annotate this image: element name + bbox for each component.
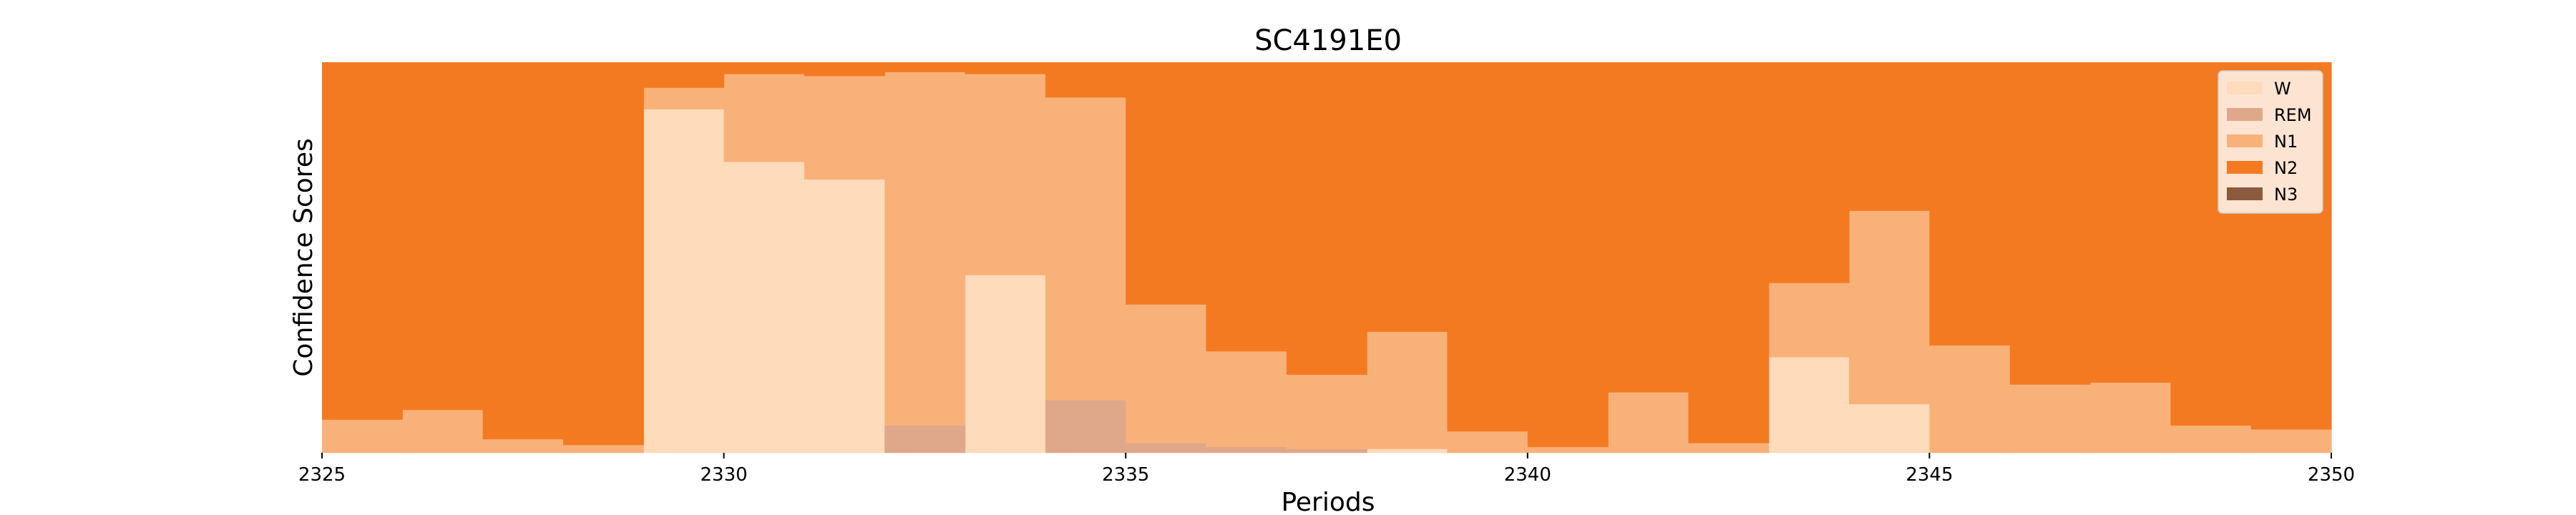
legend-label-n3: N3 bbox=[2274, 185, 2298, 205]
area-segment-rem-10 bbox=[1126, 443, 1207, 453]
area-segment-n1-7 bbox=[884, 72, 966, 426]
area-segment-rem-12 bbox=[1286, 448, 1367, 453]
area-segment-n2-10 bbox=[1126, 62, 1207, 305]
x-axis: 2325 2330 2335 2340 2345 2350 bbox=[298, 453, 2355, 486]
area-segment-n2-15 bbox=[1527, 62, 1609, 448]
area-segment-rem-9 bbox=[1045, 400, 1126, 453]
area-segment-n1-19 bbox=[1849, 210, 1930, 405]
area-segment-n1-2 bbox=[482, 438, 564, 453]
area-segment-n1-5 bbox=[723, 74, 805, 162]
area-segment-n1-22 bbox=[2090, 382, 2171, 453]
area-segment-n2-12 bbox=[1286, 62, 1367, 376]
area-segment-n2-17 bbox=[1688, 62, 1770, 443]
area-segment-rem-11 bbox=[1206, 446, 1287, 453]
x-tick-label-2325: 2325 bbox=[298, 464, 346, 486]
area-segment-n1-3 bbox=[562, 445, 644, 453]
area-segment-n1-9 bbox=[1045, 97, 1126, 401]
area-segment-rem-7 bbox=[884, 425, 966, 453]
chart-title: SC4191E0 bbox=[1254, 24, 1402, 57]
area-segment-n1-10 bbox=[1126, 304, 1207, 443]
area-segment-n1-18 bbox=[1768, 283, 1850, 358]
area-segment-n2-19 bbox=[1849, 62, 1930, 211]
area-segment-n2-14 bbox=[1447, 62, 1528, 432]
legend-swatch-rem bbox=[2227, 108, 2263, 121]
plot-area bbox=[322, 62, 2332, 453]
legend-swatch-n1 bbox=[2227, 134, 2263, 147]
area-segment-w-19 bbox=[1849, 403, 1930, 453]
x-tick-label-2345: 2345 bbox=[1906, 464, 1953, 486]
area-segment-n1-15 bbox=[1527, 446, 1609, 453]
area-segment-n2-4 bbox=[643, 62, 725, 88]
x-tick-label-2330: 2330 bbox=[701, 464, 748, 486]
area-segment-n2-16 bbox=[1608, 62, 1689, 393]
area-segment-n1-23 bbox=[2170, 425, 2252, 453]
area-segment-w-8 bbox=[965, 275, 1046, 453]
y-axis-label: Confidence Scores bbox=[289, 138, 318, 376]
area-segment-n1-4 bbox=[643, 87, 725, 109]
area-segment-n2-13 bbox=[1367, 62, 1448, 333]
area-segment-n1-16 bbox=[1608, 392, 1689, 453]
area-segment-n2-20 bbox=[1929, 62, 2011, 346]
area-segment-n1-0 bbox=[322, 419, 403, 453]
area-segment-n1-24 bbox=[2250, 429, 2332, 453]
area-segment-w-18 bbox=[1768, 357, 1850, 453]
area-segment-n2-9 bbox=[1045, 62, 1126, 98]
area-segment-w-6 bbox=[804, 179, 885, 453]
area-segment-n2-18 bbox=[1768, 62, 1850, 283]
legend-swatch-w bbox=[2227, 82, 2263, 94]
legend-label-w: W bbox=[2274, 79, 2291, 99]
area-segment-n2-0 bbox=[322, 62, 403, 420]
legend: W REM N1 N2 N3 bbox=[2218, 70, 2323, 214]
area-segment-w-5 bbox=[723, 162, 805, 453]
area-segment-n1-14 bbox=[1447, 431, 1528, 453]
area-segment-n2-22 bbox=[2090, 62, 2171, 383]
area-segment-n2-2 bbox=[482, 62, 564, 440]
x-tick-label-2340: 2340 bbox=[1504, 464, 1551, 486]
area-segment-n1-12 bbox=[1286, 374, 1367, 449]
x-tick-label-2350: 2350 bbox=[2308, 464, 2355, 486]
area-segment-n2-8 bbox=[965, 62, 1046, 74]
legend-label-n1: N1 bbox=[2274, 132, 2298, 152]
area-segment-n1-8 bbox=[965, 74, 1046, 275]
legend-label-n2: N2 bbox=[2274, 158, 2298, 178]
legend-swatch-n2 bbox=[2227, 161, 2263, 174]
legend-label-rem: REM bbox=[2274, 105, 2312, 125]
area-segment-n2-7 bbox=[884, 62, 966, 72]
area-segment-n1-13 bbox=[1367, 331, 1448, 449]
area-segment-n1-6 bbox=[804, 76, 885, 180]
area-segment-n2-5 bbox=[723, 62, 805, 74]
area-segment-n2-11 bbox=[1206, 62, 1287, 352]
legend-swatch-n3 bbox=[2227, 187, 2263, 200]
area-segment-n1-11 bbox=[1206, 351, 1287, 448]
x-tick-label-2335: 2335 bbox=[1102, 464, 1149, 486]
area-segment-n1-1 bbox=[402, 409, 484, 453]
area-segment-n1-20 bbox=[1929, 345, 2011, 453]
area-segment-n1-21 bbox=[2009, 384, 2091, 453]
area-segment-w-4 bbox=[643, 109, 725, 453]
area-segment-n1-17 bbox=[1688, 443, 1770, 453]
area-segment-n2-3 bbox=[562, 62, 644, 446]
area-segment-n2-6 bbox=[804, 62, 885, 77]
area-segment-w-13 bbox=[1367, 448, 1448, 453]
area-segment-n2-21 bbox=[2009, 62, 2091, 385]
legend-frame bbox=[2218, 70, 2323, 214]
area-segment-n2-1 bbox=[402, 62, 484, 411]
x-axis-label: Periods bbox=[1281, 488, 1375, 515]
